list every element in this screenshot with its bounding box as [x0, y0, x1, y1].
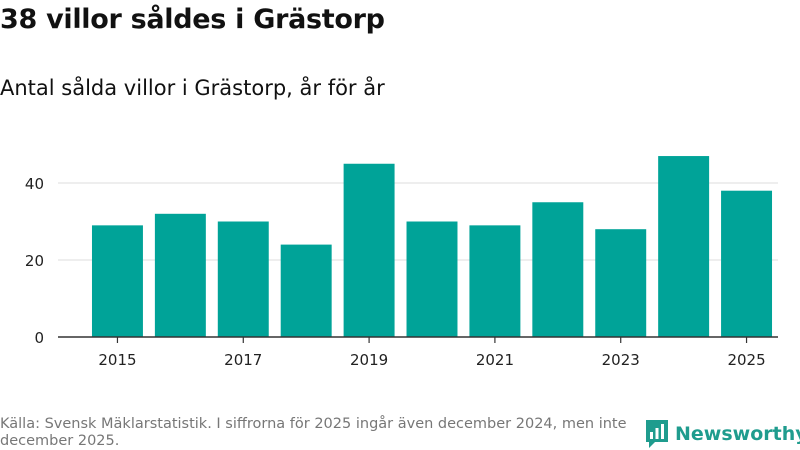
y-tick-label: 40 — [25, 175, 44, 193]
logo-text: Newsworthy — [675, 423, 800, 445]
bar-2020 — [406, 221, 458, 337]
bar-2021 — [469, 225, 521, 337]
bar-2015 — [91, 225, 143, 337]
bar-2023 — [595, 229, 647, 337]
bar-chart-logo-icon — [646, 420, 668, 448]
y-axis-ticks: 0 20 40 — [25, 175, 44, 347]
newsworthy-logo[interactable]: Newsworthy — [645, 419, 800, 449]
x-tick-label: 2019 — [350, 351, 388, 369]
x-axis-ticks: 2015 2017 2019 2021 2023 2025 — [98, 337, 766, 369]
y-tick-label: 0 — [34, 329, 44, 347]
bar-2019 — [343, 163, 395, 337]
bar-2022 — [532, 202, 584, 337]
y-tick-label: 20 — [25, 252, 44, 270]
bar-2016 — [154, 213, 206, 337]
bar-2018 — [280, 244, 332, 337]
bar-chart: 0 20 40 2015 2017 2019 2021 2023 2025 — [25, 156, 778, 369]
bar-2024 — [658, 156, 710, 337]
x-tick-label: 2025 — [727, 351, 765, 369]
x-tick-label: 2021 — [476, 351, 514, 369]
x-tick-label: 2017 — [224, 351, 262, 369]
chart-title: 38 villor såldes i Grästorp — [0, 4, 385, 35]
chart-subtitle: Antal sålda villor i Grästorp, år för år — [0, 76, 385, 100]
x-tick-label: 2015 — [98, 351, 136, 369]
bar-2025 — [721, 190, 773, 337]
bars — [91, 156, 773, 337]
x-tick-label: 2023 — [602, 351, 640, 369]
bar-2017 — [217, 221, 269, 337]
source-note: Källa: Svensk Mäklarstatistik. I siffror… — [0, 416, 627, 449]
